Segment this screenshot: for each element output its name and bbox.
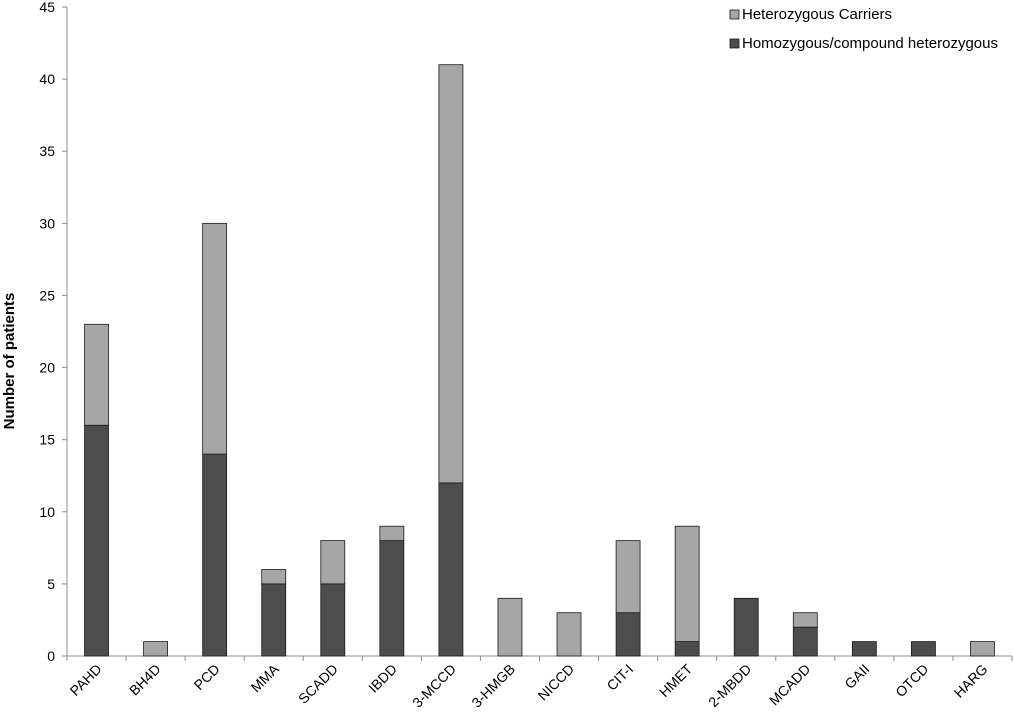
x-tick-label: MMA [247,660,282,695]
x-tick-label: SCADD [295,661,341,707]
y-tick-label: 45 [39,0,55,15]
legend-swatch [729,38,740,49]
bar-segment [970,641,995,657]
legend-label: Homozygous/compound heterozygous [742,35,998,52]
x-tick-label: BH4D [126,661,164,699]
y-tick-label: 10 [39,504,55,520]
x-tick-labels: PAHD BH4D PCD MMA SCADD IBDD 3-MCCD 3-HMGB NICCD… [67,660,991,710]
x-tick-label: HARG [951,661,991,701]
x-tick-label: NICCD [534,661,577,704]
bar-segment [379,540,405,657]
y-tick-label: 30 [39,215,55,231]
bar-segment [556,612,582,657]
bar-segment [379,525,405,542]
bar-segment [84,323,109,426]
bar-segment [615,612,641,657]
x-tick-label: 3-HMGB [468,661,518,711]
y-tick-label: 25 [39,287,55,303]
bar-segment [143,641,168,657]
x-tick-label: HMET [656,660,696,700]
bar-segment [851,641,877,657]
x-tick-label: 3-MCCD [409,661,459,711]
legend: Heterozygous Carriers Homozygous/compound… [729,6,998,52]
bar-segment [497,597,523,657]
bar-segment [202,222,228,455]
y-tick-label: 35 [39,143,55,159]
bar-segment [792,626,818,657]
bar-segment [320,540,346,585]
bar-segment [261,583,287,657]
x-tick-label: 2-MBDD [705,661,754,710]
bar-segment [84,424,109,657]
bar-segment [438,64,464,484]
y-tick-label: 0 [47,648,55,664]
x-tick-label: PAHD [67,661,105,699]
x-tick-label: IBDD [365,661,400,696]
x-tick-label: CIT-I [603,661,636,694]
x-tick-label: PCD [191,661,223,693]
bar-segment [202,453,228,657]
x-tick-label: OTCD [892,661,931,700]
x-tick-label: GAII [841,661,872,692]
bars [84,64,995,657]
bar-segment [320,583,346,657]
bar-segment [911,641,936,657]
bar-segment [792,612,818,628]
bar-segment [674,525,700,642]
x-tick-label: MCADD [766,661,814,709]
y-tick-label: 40 [39,71,55,87]
bar-segment [261,569,287,585]
y-tick-labels: 0 5 10 15 20 25 30 35 40 45 [39,0,55,664]
bar-segment [733,597,759,657]
y-axis-label: Number of patients [1,293,18,430]
bar-segment [615,540,641,614]
bar-segment [438,482,464,657]
legend-swatch [729,9,740,20]
bar-segment [674,641,700,657]
y-tick-label: 15 [39,432,55,448]
legend-label: Heterozygous Carriers [742,6,892,23]
y-tick-label: 20 [39,360,55,376]
y-tick-label: 5 [47,576,55,592]
